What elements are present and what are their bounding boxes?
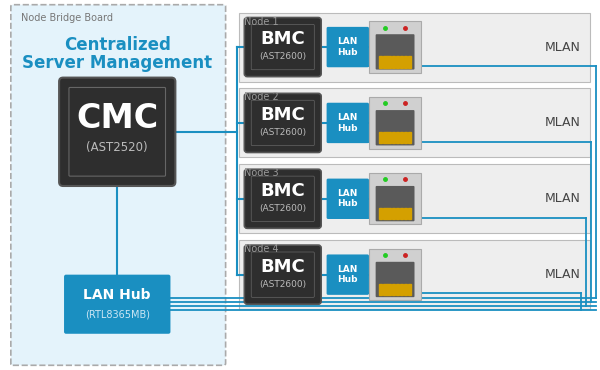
- Text: LAN
Hub: LAN Hub: [338, 189, 358, 208]
- Text: Server Management: Server Management: [22, 54, 212, 72]
- FancyBboxPatch shape: [239, 13, 590, 81]
- Text: (AST2600): (AST2600): [259, 53, 307, 61]
- FancyBboxPatch shape: [244, 245, 321, 304]
- Text: LAN
Hub: LAN Hub: [338, 37, 358, 57]
- FancyBboxPatch shape: [376, 34, 415, 70]
- Bar: [379, 284, 382, 295]
- FancyBboxPatch shape: [326, 255, 369, 295]
- FancyBboxPatch shape: [244, 17, 321, 77]
- FancyBboxPatch shape: [376, 110, 415, 145]
- Text: Node 4: Node 4: [244, 244, 279, 254]
- Text: BMC: BMC: [260, 258, 305, 276]
- Text: Node 1: Node 1: [244, 17, 279, 27]
- FancyBboxPatch shape: [59, 78, 175, 186]
- Text: Node 2: Node 2: [244, 92, 279, 102]
- Bar: [395, 284, 398, 295]
- FancyBboxPatch shape: [326, 27, 369, 67]
- Bar: [407, 208, 411, 219]
- Text: MLAN: MLAN: [544, 41, 580, 54]
- Bar: [388, 132, 391, 144]
- FancyBboxPatch shape: [64, 275, 170, 334]
- FancyBboxPatch shape: [370, 173, 421, 225]
- Bar: [407, 56, 411, 68]
- Bar: [379, 208, 382, 219]
- Bar: [383, 208, 386, 219]
- FancyBboxPatch shape: [326, 103, 369, 143]
- Text: Node Bridge Board: Node Bridge Board: [20, 13, 113, 23]
- Bar: [388, 56, 391, 68]
- Text: LAN
Hub: LAN Hub: [338, 265, 358, 285]
- Bar: [400, 56, 403, 68]
- Bar: [407, 132, 411, 144]
- Bar: [404, 284, 407, 295]
- Bar: [383, 132, 386, 144]
- FancyBboxPatch shape: [244, 93, 321, 152]
- FancyBboxPatch shape: [326, 179, 369, 219]
- Text: Centralized: Centralized: [64, 36, 170, 54]
- Bar: [400, 132, 403, 144]
- Bar: [395, 208, 398, 219]
- Text: Node 3: Node 3: [244, 168, 279, 178]
- Text: (AST2520): (AST2520): [86, 141, 148, 154]
- FancyBboxPatch shape: [11, 5, 226, 365]
- Text: (AST2600): (AST2600): [259, 128, 307, 137]
- Bar: [404, 208, 407, 219]
- Text: LAN Hub: LAN Hub: [83, 288, 151, 302]
- Text: BMC: BMC: [260, 30, 305, 48]
- Bar: [404, 132, 407, 144]
- Text: LAN
Hub: LAN Hub: [338, 113, 358, 132]
- Text: BMC: BMC: [260, 182, 305, 200]
- Bar: [400, 284, 403, 295]
- Bar: [392, 284, 395, 295]
- FancyBboxPatch shape: [370, 249, 421, 300]
- Bar: [400, 208, 403, 219]
- FancyBboxPatch shape: [376, 262, 415, 297]
- FancyBboxPatch shape: [239, 240, 590, 309]
- Bar: [395, 56, 398, 68]
- Bar: [404, 56, 407, 68]
- Text: MLAN: MLAN: [544, 117, 580, 130]
- Text: (AST2600): (AST2600): [259, 280, 307, 289]
- Bar: [388, 284, 391, 295]
- Bar: [392, 132, 395, 144]
- FancyBboxPatch shape: [239, 88, 590, 157]
- FancyBboxPatch shape: [239, 164, 590, 233]
- Text: (AST2600): (AST2600): [259, 204, 307, 213]
- Text: MLAN: MLAN: [544, 192, 580, 205]
- Bar: [395, 132, 398, 144]
- FancyBboxPatch shape: [370, 21, 421, 73]
- Text: (RTL8365MB): (RTL8365MB): [85, 309, 150, 319]
- Text: BMC: BMC: [260, 106, 305, 124]
- Bar: [379, 56, 382, 68]
- Bar: [392, 208, 395, 219]
- Bar: [407, 284, 411, 295]
- Text: MLAN: MLAN: [544, 268, 580, 281]
- Bar: [388, 208, 391, 219]
- Bar: [392, 56, 395, 68]
- FancyBboxPatch shape: [244, 169, 321, 228]
- Bar: [383, 284, 386, 295]
- Bar: [379, 132, 382, 144]
- FancyBboxPatch shape: [370, 97, 421, 148]
- Text: CMC: CMC: [76, 101, 158, 135]
- Bar: [383, 56, 386, 68]
- FancyBboxPatch shape: [376, 186, 415, 221]
